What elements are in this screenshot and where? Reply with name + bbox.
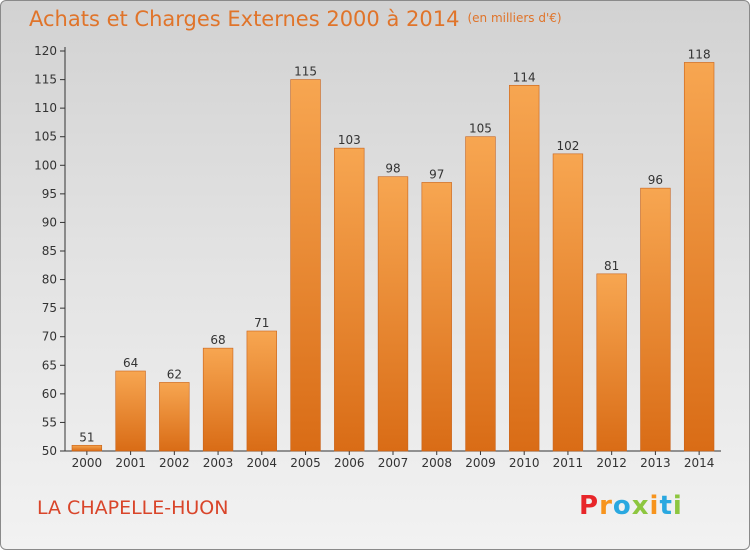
- bar: [159, 382, 190, 452]
- bar: [465, 136, 496, 452]
- place-name: LA CHAPELLE-HUON: [37, 497, 229, 519]
- data-label: 105: [469, 122, 492, 136]
- y-tick-label: 95: [42, 187, 57, 201]
- x-tick-label: 2010: [509, 456, 540, 470]
- data-label: 114: [513, 70, 536, 84]
- y-tick-label: 60: [42, 387, 57, 401]
- logo-letter: i: [672, 491, 683, 521]
- data-label: 71: [254, 316, 269, 330]
- x-tick-label: 2012: [596, 456, 627, 470]
- bar: [290, 79, 321, 452]
- x-tick-label: 2013: [640, 456, 671, 470]
- x-tick-label: 2002: [159, 456, 190, 470]
- x-tick-label: 2009: [465, 456, 496, 470]
- y-tick-label: 80: [42, 273, 57, 287]
- bar: [246, 330, 277, 452]
- data-label: 118: [688, 47, 711, 61]
- x-tick-label: 2000: [72, 456, 103, 470]
- y-tick-label: 105: [34, 130, 57, 144]
- data-label: 98: [385, 162, 400, 176]
- y-tick-label: 65: [42, 358, 57, 372]
- x-tick-label: 2007: [378, 456, 409, 470]
- y-tick-label: 110: [34, 101, 57, 115]
- data-label: 81: [604, 259, 619, 273]
- x-tick-label: 2003: [203, 456, 234, 470]
- data-label: 102: [556, 139, 579, 153]
- y-tick-label: 55: [42, 415, 57, 429]
- logo-letter: i: [649, 491, 660, 521]
- bar: [334, 147, 365, 452]
- data-label: 115: [294, 65, 317, 79]
- y-tick-label: 100: [34, 158, 57, 172]
- y-tick-label: 85: [42, 244, 57, 258]
- y-tick-label: 115: [34, 73, 57, 87]
- chart-title: Achats et Charges Externes 2000 à 2014 (e…: [29, 7, 562, 31]
- bar: [71, 444, 103, 452]
- logo-letter: o: [612, 491, 632, 521]
- logo-letter: P: [579, 491, 600, 521]
- y-tick-label: 75: [42, 301, 57, 315]
- bar: [552, 153, 584, 452]
- bar: [377, 176, 409, 452]
- data-label: 96: [648, 173, 663, 187]
- data-label: 103: [338, 133, 361, 147]
- bar: [202, 347, 234, 452]
- y-tick-label: 70: [42, 330, 57, 344]
- bar: [596, 273, 627, 452]
- y-tick-label: 120: [34, 44, 57, 58]
- data-label: 68: [210, 333, 225, 347]
- bar: [509, 84, 540, 452]
- bar: [683, 62, 715, 452]
- data-label: 51: [79, 430, 94, 444]
- logo-letter: r: [599, 491, 613, 521]
- x-tick-label: 2004: [247, 456, 278, 470]
- logo-letter: x: [631, 491, 650, 521]
- data-label: 62: [167, 367, 182, 381]
- x-tick-label: 2006: [334, 456, 365, 470]
- bar: [421, 182, 452, 452]
- chart-subtitle: (en milliers d'€): [467, 11, 562, 25]
- chart-title-text: Achats et Charges Externes 2000 à 2014: [29, 7, 460, 31]
- proxiti-logo: Proxiti: [579, 491, 683, 521]
- x-tick-label: 2005: [290, 456, 321, 470]
- y-tick-label: 50: [42, 444, 57, 458]
- bar: [640, 187, 671, 452]
- y-tick-label: 90: [42, 215, 57, 229]
- x-tick-label: 2011: [553, 456, 584, 470]
- bar: [115, 370, 146, 452]
- x-tick-label: 2014: [684, 456, 715, 470]
- data-label: 64: [123, 356, 138, 370]
- data-label: 97: [429, 167, 444, 181]
- x-tick-label: 2001: [115, 456, 146, 470]
- logo-letter: t: [659, 491, 673, 521]
- x-tick-label: 2008: [421, 456, 452, 470]
